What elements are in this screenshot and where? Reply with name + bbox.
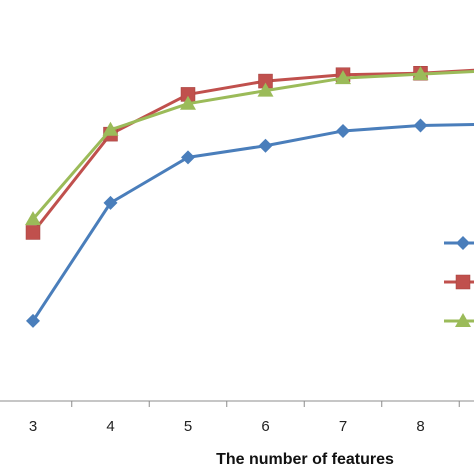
legend-entry — [444, 274, 474, 290]
x-tick-label: 5 — [184, 418, 192, 435]
triangle-marker — [25, 211, 41, 226]
triangle-marker — [180, 95, 196, 110]
legend-square-marker — [455, 274, 471, 290]
diamond-marker — [336, 123, 350, 138]
series-1 — [26, 118, 474, 328]
triangle-marker — [412, 66, 429, 81]
legend-entry — [444, 313, 474, 327]
x-tick-label: 6 — [261, 418, 269, 435]
series-3 — [25, 66, 474, 226]
legend-diamond-marker — [456, 236, 470, 250]
plot-area — [25, 66, 474, 328]
x-tick-label: 3 — [29, 418, 37, 435]
x-tick-label: 7 — [339, 418, 347, 435]
diamond-marker — [103, 195, 118, 210]
series-line — [31, 70, 474, 221]
diamond-marker — [26, 313, 40, 328]
triangle-marker — [257, 82, 274, 97]
square-marker — [25, 225, 41, 240]
diamond-marker — [258, 138, 273, 153]
x-tick-label: 4 — [106, 418, 114, 435]
x-axis-title: The number of features — [216, 451, 394, 468]
diamond-marker — [413, 118, 428, 133]
x-tick-label: 8 — [416, 418, 424, 435]
legend — [444, 236, 474, 327]
triangle-marker — [102, 121, 119, 136]
diamond-marker — [181, 150, 195, 165]
legend-entry — [444, 236, 474, 250]
legend-triangle-marker — [455, 313, 471, 327]
series-line — [31, 122, 474, 322]
x-axis: 3456789 — [0, 400, 474, 435]
triangle-marker — [335, 70, 351, 85]
